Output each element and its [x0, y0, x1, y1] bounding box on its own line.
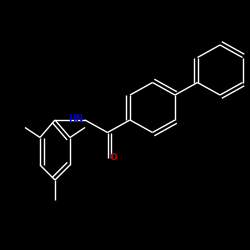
- Text: O: O: [110, 153, 118, 162]
- Text: HN: HN: [68, 114, 84, 123]
